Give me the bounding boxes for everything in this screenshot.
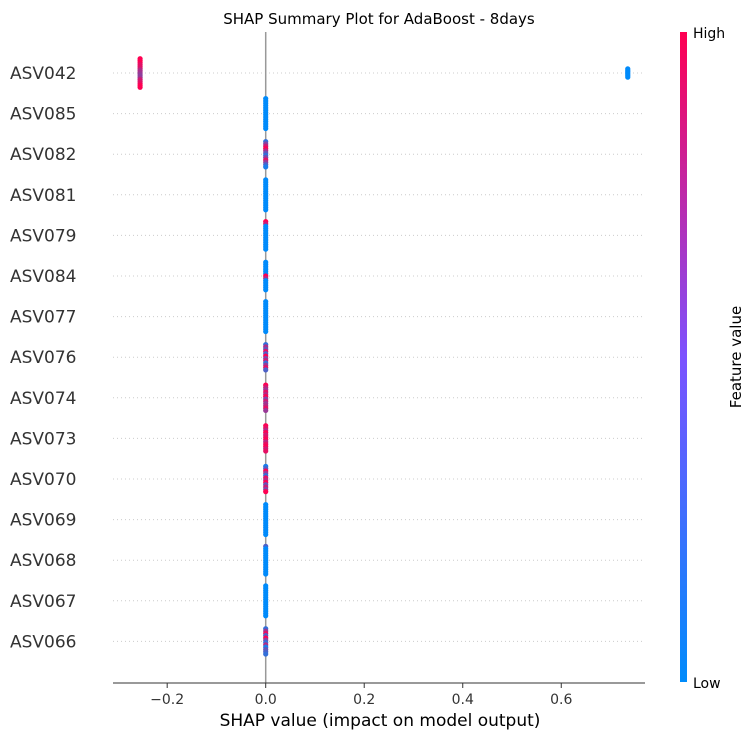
feature-label: ASV077: [10, 308, 77, 328]
colorbar-low-label: Low: [693, 676, 721, 692]
x-tick-label: 0.0: [255, 692, 277, 708]
data-point: [263, 571, 269, 577]
feature-label: ASV069: [10, 511, 77, 531]
x-tick-label: −0.2: [150, 692, 184, 708]
data-point: [263, 613, 269, 619]
x-tick-label: 0.4: [452, 692, 474, 708]
data-point: [137, 84, 143, 90]
colorbar: [680, 32, 687, 682]
data-point: [263, 448, 269, 454]
chart-title: SHAP Summary Plot for AdaBoost - 8days: [223, 10, 535, 28]
data-point: [263, 207, 269, 213]
feature-label: ASV085: [10, 105, 77, 125]
colorbar-label: Feature value: [727, 306, 745, 408]
feature-label: ASV068: [10, 551, 77, 571]
feature-label: ASV084: [10, 267, 77, 287]
feature-label: ASV082: [10, 145, 77, 165]
feature-rows: ASV042 ASV085 ASV082 ASV081 ASV079 ASV084 ASV0…: [10, 64, 645, 652]
feature-label: ASV073: [10, 429, 77, 449]
data-point: [263, 489, 269, 495]
data-point: [263, 651, 269, 657]
data-point: [263, 531, 269, 538]
data-point: [263, 287, 269, 293]
feature-label: ASV042: [10, 64, 77, 84]
x-axis-label: SHAP value (impact on model output): [220, 711, 541, 731]
data-point: [625, 74, 631, 80]
data-point: [263, 407, 269, 414]
feature-label: ASV079: [10, 226, 77, 246]
x-axis-ticks: −0.2 0.0 0.2 0.4 0.6: [150, 683, 572, 708]
data-point: [263, 125, 269, 132]
x-tick-label: 0.2: [353, 692, 375, 708]
data-point: [263, 367, 269, 373]
feature-label: ASV074: [10, 389, 77, 409]
feature-label: ASV081: [10, 186, 77, 206]
feature-label: ASV066: [10, 632, 77, 652]
x-tick-label: 0.6: [550, 692, 572, 708]
data-point: [263, 246, 269, 252]
data-points: [137, 56, 631, 657]
feature-label: ASV067: [10, 592, 77, 612]
feature-label: ASV070: [10, 470, 77, 490]
data-point: [263, 328, 269, 335]
data-point: [263, 164, 269, 170]
feature-label: ASV076: [10, 348, 77, 368]
colorbar-high-label: High: [693, 26, 725, 42]
